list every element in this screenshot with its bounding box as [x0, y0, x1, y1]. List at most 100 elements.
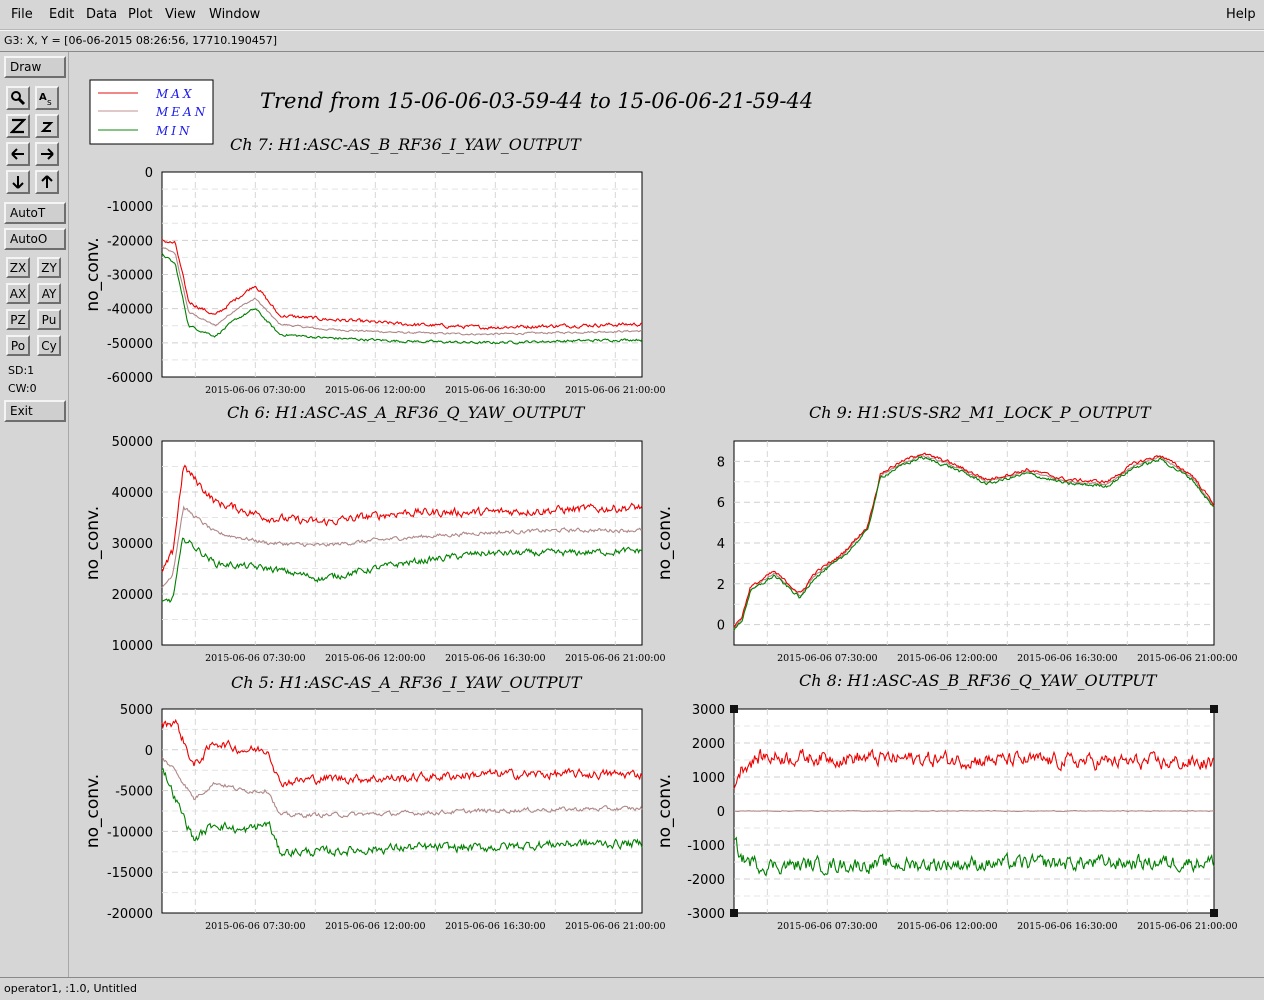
- x-tick-label: 2015-06-06 16:30:00: [445, 653, 545, 664]
- series-line-min: [161, 252, 643, 345]
- y-tick-label: -40000: [107, 303, 153, 318]
- chart-title: Ch 5: H1:ASC-AS_A_RF36_I_YAW_OUTPUT: [231, 673, 583, 692]
- y-tick-label: 0: [145, 744, 153, 759]
- draw-button[interactable]: Draw: [4, 56, 66, 78]
- selection-handle[interactable]: [730, 705, 738, 713]
- y-tick-label: -5000: [115, 785, 153, 800]
- y-tick-label: -50000: [107, 337, 153, 352]
- chart-1[interactable]: 0 -10000 -20000 -30000 -40000 -50000 -60000 201…: [83, 135, 666, 396]
- y-axis-label: no_conv.: [83, 774, 103, 848]
- selection-handle[interactable]: [730, 909, 738, 917]
- x-tick-label: 2015-06-06 16:30:00: [445, 921, 545, 932]
- sd-label: SD:1: [8, 364, 35, 377]
- exit-button[interactable]: Exit: [4, 400, 66, 422]
- y-tick-label: 0: [717, 619, 725, 634]
- legend-label-min: MIN: [155, 124, 193, 138]
- chart-4[interactable]: 5000 0 -5000 -10000 -15000 -20000 2015-06-06 0…: [83, 673, 666, 932]
- menu-window[interactable]: Window: [209, 7, 261, 22]
- y-tick-label: 0: [717, 805, 725, 820]
- series-line-min: [161, 768, 643, 858]
- y-tick-label: 6: [717, 496, 725, 511]
- x-tick-label: 2015-06-06 16:30:00: [445, 385, 545, 396]
- menu-help[interactable]: Help: [1226, 7, 1256, 22]
- ax-button[interactable]: AX: [6, 283, 30, 304]
- pz-button[interactable]: PZ: [6, 309, 30, 330]
- arrow-left-icon: [11, 148, 24, 160]
- pan-down-button[interactable]: [6, 170, 30, 194]
- x-tick-label: 2015-06-06 07:30:00: [205, 921, 305, 932]
- zy-button[interactable]: ZY: [37, 257, 61, 278]
- zoom-out-button[interactable]: [35, 114, 59, 138]
- x-tick-label: 2015-06-06 07:30:00: [205, 385, 305, 396]
- y-tick-label: 5000: [120, 703, 153, 718]
- charts-group: 0-10000-20000-30000-40000-50000-60000201…: [83, 135, 1238, 932]
- zx-button[interactable]: ZX: [6, 257, 30, 278]
- y-tick-label: 2000: [692, 737, 725, 752]
- coordinate-readout: G3: X, Y = [06-06-2015 08:26:56, 17710.1…: [4, 34, 278, 47]
- series-line-min: [733, 455, 1215, 632]
- chart-2[interactable]: 50000 40000 30000 20000 10000 2015-06-06 07:3…: [83, 403, 666, 664]
- ay-button[interactable]: AY: [37, 283, 61, 304]
- selection-handle[interactable]: [1210, 909, 1218, 917]
- series-line-max: [733, 452, 1215, 628]
- y-tick-label: 8: [717, 455, 725, 470]
- series-line-max: [733, 748, 1215, 790]
- menu-view[interactable]: View: [165, 7, 196, 22]
- y-tick-label: 2: [717, 578, 725, 593]
- series-line-max: [161, 718, 643, 788]
- svg-text:A: A: [39, 92, 47, 103]
- status-bar: operator1, :1.0, Untitled: [0, 977, 1264, 1000]
- y-axis-label: no_conv.: [655, 774, 675, 848]
- pan-left-button[interactable]: [6, 142, 30, 166]
- legend-box: MAX MEAN MIN: [89, 79, 214, 145]
- menu-bar: File Edit Data Plot View Window Help: [0, 0, 1264, 30]
- magnify-button[interactable]: [6, 86, 30, 110]
- menu-file[interactable]: File: [11, 7, 33, 22]
- zoom-large-icon: [10, 118, 26, 134]
- y-tick-label: 10000: [112, 639, 153, 654]
- x-tick-label: 2015-06-06 21:00:00: [565, 385, 665, 396]
- x-tick-label: 2015-06-06 12:00:00: [897, 653, 997, 664]
- selection-handle[interactable]: [1210, 705, 1218, 713]
- pan-right-button[interactable]: [35, 142, 59, 166]
- pu-button[interactable]: Pu: [37, 309, 61, 330]
- chart-title: Ch 6: H1:ASC-AS_A_RF36_Q_YAW_OUTPUT: [227, 403, 586, 422]
- status-text: operator1, :1.0, Untitled: [4, 982, 138, 995]
- series-line-mean: [161, 757, 643, 819]
- y-tick-label: -1000: [687, 839, 725, 854]
- cy-button[interactable]: Cy: [37, 335, 61, 356]
- chart-5[interactable]: 3000 2000 1000 0 -1000 -2000 -3000 2015-06-06 0…: [655, 671, 1238, 932]
- menu-edit[interactable]: Edit: [49, 7, 75, 22]
- y-tick-label: 50000: [112, 435, 153, 450]
- x-tick-label: 2015-06-06 12:00:00: [897, 921, 997, 932]
- y-tick-label: -60000: [107, 371, 153, 386]
- series-line-min: [161, 537, 643, 604]
- po-button[interactable]: Po: [6, 335, 30, 356]
- x-tick-label: 2015-06-06 16:30:00: [1017, 653, 1117, 664]
- series-line-max: [161, 464, 643, 573]
- menu-data[interactable]: Data: [86, 7, 118, 22]
- chart-3[interactable]: 8 6 4 2 0 2015-06-06 07:30:00 2015-06-06 12:00…: [655, 403, 1238, 664]
- legend-label-max: MAX: [155, 87, 195, 101]
- x-tick-label: 2015-06-06 12:00:00: [325, 921, 425, 932]
- series-line-max: [161, 238, 643, 330]
- y-tick-label: -10000: [107, 200, 153, 215]
- x-tick-label: 2015-06-06 21:00:00: [1137, 921, 1237, 932]
- chart-title: Ch 8: H1:ASC-AS_B_RF36_Q_YAW_OUTPUT: [799, 671, 1158, 690]
- x-tick-label: 2015-06-06 21:00:00: [565, 921, 665, 932]
- pan-up-button[interactable]: [35, 170, 59, 194]
- y-tick-label: -15000: [107, 866, 153, 881]
- auto-o-button[interactable]: AutoO: [4, 228, 66, 250]
- svg-text:s: s: [47, 98, 52, 106]
- menu-plot[interactable]: Plot: [128, 7, 153, 22]
- legend-label-mean: MEAN: [155, 105, 208, 119]
- y-tick-label: -3000: [687, 907, 725, 922]
- auto-t-button[interactable]: AutoT: [4, 202, 66, 224]
- chart-title: Ch 7: H1:ASC-AS_B_RF36_I_YAW_OUTPUT: [230, 135, 582, 154]
- zoom-in-button[interactable]: [6, 114, 30, 138]
- series-line-mean: [733, 809, 1215, 813]
- x-tick-label: 2015-06-06 07:30:00: [777, 653, 877, 664]
